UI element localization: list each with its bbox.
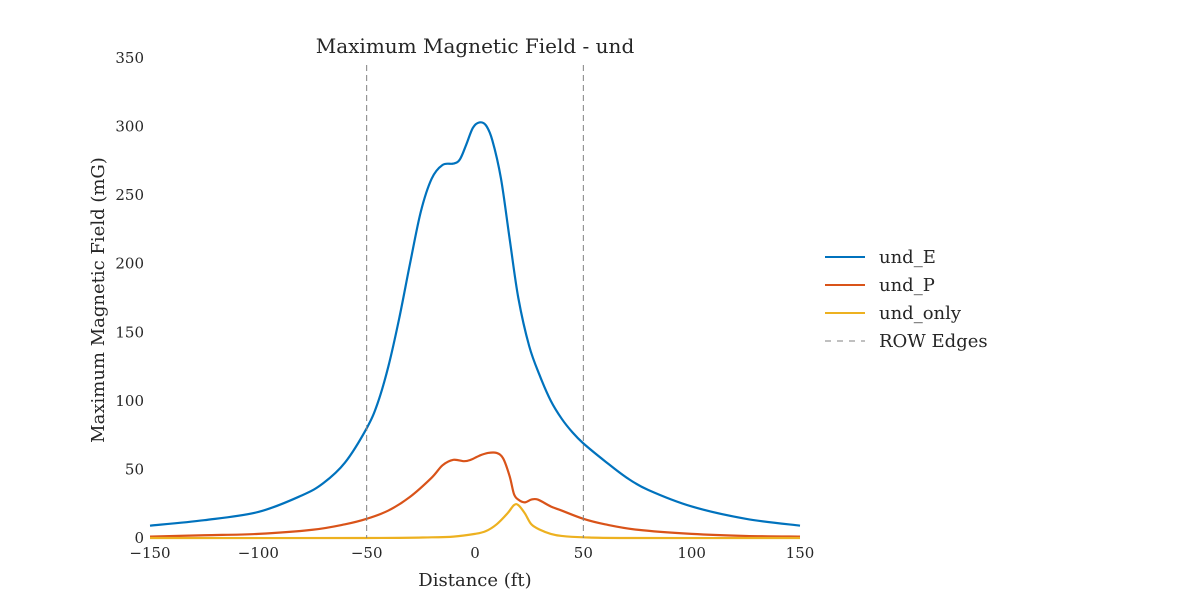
- legend-label: ROW Edges: [879, 331, 988, 352]
- legend-label: und_only: [879, 303, 962, 324]
- chart-title: Maximum Magnetic Field - und: [316, 34, 635, 58]
- legend: und_E und_P und_only ROW Edges: [825, 247, 988, 352]
- legend-label: und_E: [879, 247, 936, 268]
- y-tick-label: 250: [115, 186, 144, 204]
- y-tick-label: 200: [115, 255, 144, 273]
- series-line-und-p: [149, 451, 801, 538]
- y-axis-label: Maximum Magnetic Field (mG): [88, 157, 109, 443]
- y-tick-label: 0: [134, 529, 144, 547]
- x-tick-label: 150: [786, 544, 815, 562]
- plot-area: [149, 65, 801, 540]
- x-tick-label: −50: [351, 544, 383, 562]
- legend-label: und_P: [879, 275, 935, 296]
- y-tick-label: 150: [115, 323, 144, 341]
- y-tick-label: 350: [115, 49, 144, 67]
- x-tick-label: 100: [677, 544, 706, 562]
- y-tick-label: 50: [125, 460, 144, 478]
- series-line-und-e: [149, 121, 801, 527]
- y-axis-ticks: 0 50 100 150 200 250 300 350: [115, 49, 144, 547]
- x-tick-label: −100: [238, 544, 279, 562]
- y-tick-label: 300: [115, 118, 144, 136]
- x-axis-ticks: −150 −100 −50 0 50 100 150: [129, 544, 814, 562]
- x-tick-label: 50: [574, 544, 593, 562]
- x-axis-label: Distance (ft): [418, 570, 531, 591]
- y-tick-label: 100: [115, 392, 144, 410]
- x-tick-label: 0: [470, 544, 480, 562]
- series-line-und-only: [149, 502, 801, 540]
- x-tick-label: −150: [129, 544, 170, 562]
